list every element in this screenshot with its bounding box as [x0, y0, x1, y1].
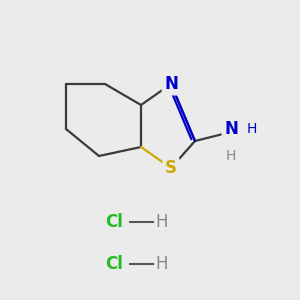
Text: S: S	[165, 159, 177, 177]
Text: H: H	[226, 149, 236, 163]
Text: Cl: Cl	[105, 255, 123, 273]
Text: H: H	[247, 122, 257, 136]
Text: H: H	[156, 255, 168, 273]
Text: H: H	[156, 213, 168, 231]
Text: N: N	[164, 75, 178, 93]
Text: Cl: Cl	[105, 213, 123, 231]
Text: N: N	[224, 120, 238, 138]
